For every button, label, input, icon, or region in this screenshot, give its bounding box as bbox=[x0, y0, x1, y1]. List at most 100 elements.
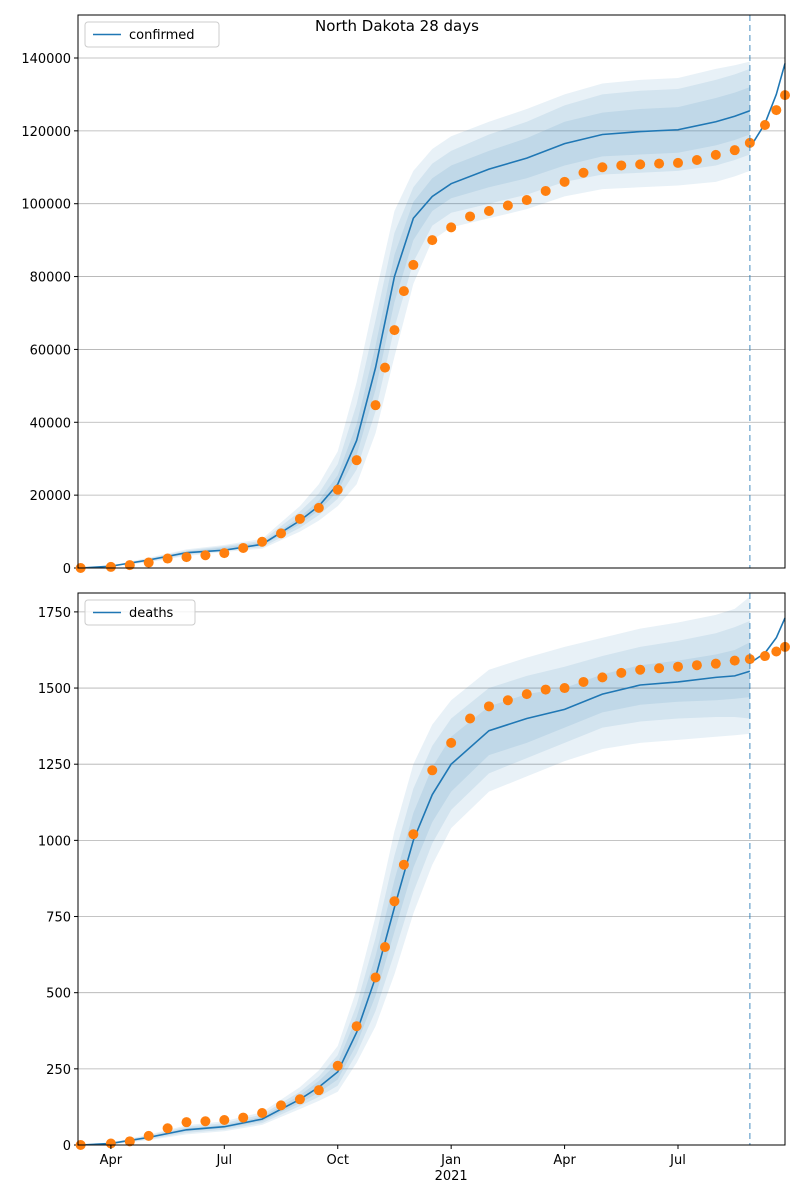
plot-area: 0 20000 40000 60000 80000 100000 120000 140000 c… bbox=[21, 14, 790, 577]
observed-point bbox=[559, 683, 570, 694]
observed-point bbox=[124, 560, 135, 571]
observed-point bbox=[389, 325, 400, 336]
observed-point bbox=[483, 205, 494, 216]
y-tick-label: 250 bbox=[46, 1063, 71, 1078]
observed-point bbox=[710, 149, 721, 160]
y-tick-label: 60000 bbox=[30, 343, 71, 358]
x-tick-label: Jan bbox=[440, 1153, 461, 1168]
observed-point bbox=[729, 655, 740, 666]
y-tick-label: 750 bbox=[46, 911, 71, 926]
observed-point bbox=[276, 1100, 287, 1111]
x-tick-label: Apr bbox=[100, 1153, 123, 1168]
observed-point bbox=[729, 145, 740, 156]
observed-point bbox=[465, 713, 476, 724]
model-line bbox=[80, 617, 786, 1146]
observed-point bbox=[465, 211, 476, 222]
y-tick-label: 500 bbox=[46, 987, 71, 1002]
observed-point bbox=[143, 1130, 154, 1141]
observed-point bbox=[313, 1085, 324, 1096]
observed-point bbox=[578, 676, 589, 687]
observed-point bbox=[635, 159, 646, 170]
observed-point bbox=[616, 667, 627, 678]
uncertainty-band bbox=[80, 621, 750, 1145]
y-tick-label: 40000 bbox=[30, 416, 71, 431]
observed-point bbox=[540, 185, 551, 196]
model-line bbox=[80, 63, 786, 569]
observed-point bbox=[483, 701, 494, 712]
observed-point bbox=[673, 157, 684, 168]
observed-point bbox=[257, 1108, 268, 1119]
observed-point bbox=[691, 660, 702, 671]
y-tick-label: 0 bbox=[63, 562, 71, 577]
uncertainty-band bbox=[80, 596, 750, 1145]
observed-point bbox=[200, 1116, 211, 1127]
observed-point bbox=[105, 561, 116, 572]
observed-point bbox=[181, 1117, 192, 1128]
uncertainty-band bbox=[80, 68, 750, 568]
y-tick-label: 80000 bbox=[30, 271, 71, 286]
observed-point bbox=[691, 154, 702, 165]
legend-box bbox=[84, 599, 196, 626]
legend-label: deaths bbox=[129, 606, 174, 621]
observed-point bbox=[502, 200, 513, 211]
observed-point bbox=[389, 896, 400, 907]
observed-point bbox=[219, 548, 230, 559]
observed-point bbox=[744, 137, 755, 148]
y-tick-label: 1250 bbox=[38, 758, 71, 773]
observed-point bbox=[408, 259, 419, 270]
x-tick-label: Oct bbox=[326, 1153, 348, 1168]
observed-point bbox=[408, 829, 419, 840]
observed-point bbox=[105, 1138, 116, 1149]
observed-point bbox=[124, 1136, 135, 1147]
observed-point bbox=[759, 120, 770, 131]
observed-point bbox=[744, 654, 755, 665]
y-tick-label: 140000 bbox=[21, 52, 71, 67]
y-tick-label: 120000 bbox=[21, 125, 71, 140]
observed-point bbox=[771, 646, 782, 657]
plot-area: 0 250 500 750 1000 1250 1500 1750 Apr Jul Oct Jan Ap… bbox=[38, 592, 790, 1184]
observed-point bbox=[521, 195, 532, 206]
y-tick-label: 0 bbox=[63, 1139, 71, 1154]
observed-point bbox=[294, 513, 305, 524]
observed-point bbox=[398, 859, 409, 870]
observed-point bbox=[635, 664, 646, 675]
observed-point bbox=[597, 162, 608, 173]
observed-point bbox=[294, 1094, 305, 1105]
x-tick-label: Jul bbox=[669, 1153, 686, 1168]
observed-point bbox=[446, 222, 457, 233]
observed-point bbox=[654, 663, 665, 674]
observed-point bbox=[521, 689, 532, 700]
figure-title: North Dakota 28 days bbox=[315, 17, 479, 35]
observed-point bbox=[540, 684, 551, 695]
observed-point bbox=[616, 160, 627, 171]
observed-point bbox=[257, 536, 268, 547]
observed-point bbox=[162, 553, 173, 564]
observed-point bbox=[398, 286, 409, 297]
axes-frame bbox=[77, 14, 786, 569]
y-tick-label: 100000 bbox=[21, 198, 71, 213]
legend-label: confirmed bbox=[129, 28, 195, 43]
observed-point bbox=[502, 695, 513, 706]
observed-point bbox=[446, 737, 457, 748]
legend-box bbox=[84, 21, 220, 48]
observed-point bbox=[332, 1060, 343, 1071]
observed-point bbox=[759, 651, 770, 662]
observed-point bbox=[673, 661, 684, 672]
observed-point bbox=[238, 1112, 249, 1123]
uncertainty-band bbox=[80, 61, 750, 569]
uncertainty-band bbox=[80, 642, 750, 1145]
x-tick-label: Jul bbox=[215, 1153, 232, 1168]
y-tick-label: 1500 bbox=[38, 682, 71, 697]
observed-point bbox=[351, 1021, 362, 1032]
observed-point bbox=[200, 550, 211, 561]
observed-point bbox=[654, 158, 665, 169]
observed-point bbox=[219, 1115, 230, 1126]
axes-frame bbox=[77, 592, 786, 1146]
observed-point bbox=[332, 484, 343, 495]
observed-point bbox=[427, 765, 438, 776]
uncertainty-band bbox=[80, 87, 750, 568]
observed-point bbox=[559, 176, 570, 187]
y-tick-label: 1750 bbox=[38, 606, 71, 621]
observed-point bbox=[351, 455, 362, 466]
